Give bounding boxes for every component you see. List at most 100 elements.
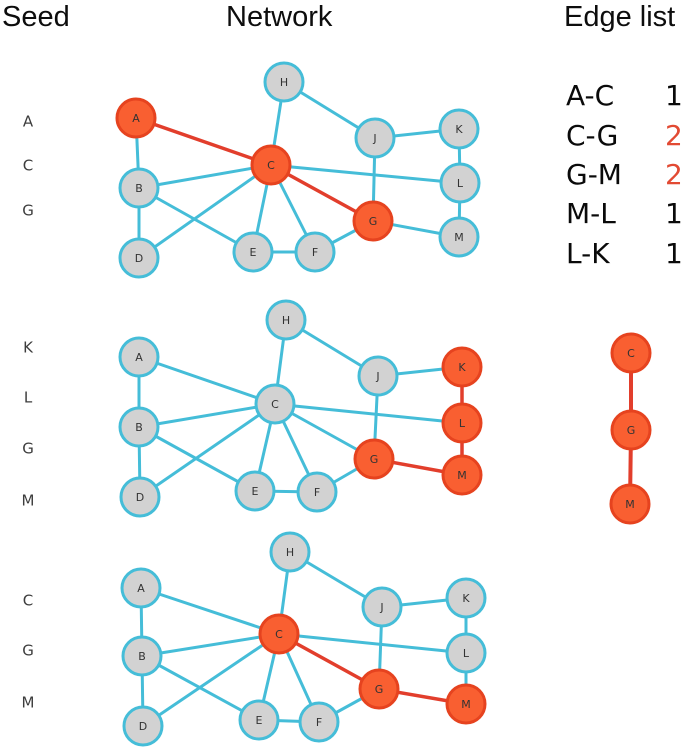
graph-node-label: C	[267, 159, 275, 172]
graph-node-label: D	[136, 491, 144, 504]
edge-label: M-L	[566, 197, 616, 231]
graph-node-g	[353, 438, 395, 480]
edge-list-column-header: Edge list	[564, 1, 676, 33]
graph-node-label: E	[252, 485, 259, 498]
graph-node-b	[118, 406, 160, 448]
graph-node-c	[258, 613, 300, 655]
graph-node-label: A	[135, 351, 143, 364]
graph-edge	[269, 163, 462, 185]
graph-node-label: F	[312, 246, 318, 259]
graph-node-h	[263, 61, 305, 103]
seed-label-m: M	[21, 491, 35, 510]
edge-label: G-M	[566, 157, 622, 191]
graph-node-label: M	[461, 698, 471, 711]
graph-node-label: L	[457, 177, 464, 190]
graph-node-d	[118, 237, 160, 279]
graph-node-k	[441, 346, 483, 388]
graph-node-label: F	[314, 486, 320, 499]
graph-node-a	[115, 97, 157, 139]
graph-node-label: H	[286, 546, 294, 559]
graph-node-label: G	[369, 215, 378, 228]
graph-node-label: B	[138, 650, 146, 663]
edge-count: 1	[665, 79, 683, 113]
seed-label-c: C	[22, 591, 34, 610]
edge-label: C-G	[566, 118, 619, 152]
graph-edge	[137, 163, 273, 260]
graph-node-a	[118, 336, 160, 378]
graph-node-label: G	[375, 683, 384, 696]
graph-node-label: K	[455, 123, 463, 136]
graph-node-d	[119, 476, 161, 518]
edge-label: A-C	[566, 79, 615, 113]
graph-node-g	[610, 409, 652, 451]
graph-node-m	[438, 216, 480, 258]
network-column-header: Network	[226, 1, 333, 33]
graph-edge	[138, 402, 277, 499]
graph-node-f	[294, 231, 336, 273]
graph-node-label: K	[462, 592, 470, 605]
edge-count: 1	[665, 236, 683, 270]
graph-node-label: A	[132, 112, 140, 125]
graph-node-f	[298, 701, 340, 743]
graph-edge	[137, 186, 255, 254]
graph-node-m	[445, 683, 487, 725]
graph-node-h	[265, 299, 307, 341]
graph-node-e	[234, 470, 276, 512]
graph-node-d	[122, 705, 164, 747]
graph-node-l	[439, 162, 481, 204]
graph-edge	[139, 586, 281, 636]
graph-node-label: D	[139, 720, 147, 733]
graph-node-l	[445, 632, 487, 674]
graph-node-m	[609, 483, 651, 525]
graph-node-label: L	[463, 647, 470, 660]
graph-node-c	[610, 332, 652, 374]
graph-node-label: G	[370, 453, 379, 466]
graph-node-e	[232, 231, 274, 273]
graph-node-c	[254, 383, 296, 425]
graph-node-m	[441, 454, 483, 496]
graph-node-label: A	[137, 582, 145, 595]
graph-edge	[140, 632, 281, 658]
graph-node-j	[361, 586, 403, 628]
graph-node-b	[118, 167, 160, 209]
graph-node-label: H	[280, 76, 288, 89]
edge-count: 2	[665, 157, 683, 191]
graph-node-g	[352, 200, 394, 242]
graph-node-label: M	[457, 469, 467, 482]
graph-node-e	[238, 699, 280, 741]
graph-edge	[141, 632, 281, 728]
graph-node-label: G	[627, 424, 636, 437]
graph-node-a	[120, 567, 162, 609]
seed-column-header: Seed	[2, 1, 70, 33]
graph-node-label: C	[271, 398, 279, 411]
graph-node-f	[296, 471, 338, 513]
graph-edge	[273, 402, 464, 425]
seed-label-k: K	[23, 338, 33, 357]
graph-node-label: J	[372, 132, 376, 145]
edge-list-row: A-C 1	[566, 76, 698, 115]
seed-label-l: L	[23, 388, 33, 407]
edge-list-row: C-G 2	[566, 115, 698, 154]
graph-edge	[137, 355, 277, 406]
seed-label-g: G	[22, 641, 34, 660]
graph-node-h	[269, 531, 311, 573]
seed-label-g: G	[22, 439, 34, 458]
seed-label-a: A	[22, 112, 34, 131]
graph-node-k	[438, 108, 480, 150]
graph-node-label: C	[627, 347, 635, 360]
graph-node-label: C	[275, 628, 283, 641]
graph-edge-red	[134, 116, 273, 167]
graph-edge	[137, 163, 273, 190]
graph-node-label: B	[135, 182, 143, 195]
graph-node-label: D	[135, 252, 143, 265]
graph-node-label: M	[625, 498, 635, 511]
graph-node-label: B	[135, 421, 143, 434]
graph-node-c	[250, 144, 292, 186]
edge-label: L-K	[566, 236, 610, 270]
graph-node-label: J	[379, 601, 383, 614]
graph-node-label: M	[454, 231, 464, 244]
edge-count: 2	[665, 118, 683, 152]
graph-node-label: J	[375, 370, 379, 383]
graph-node-label: K	[458, 361, 466, 374]
